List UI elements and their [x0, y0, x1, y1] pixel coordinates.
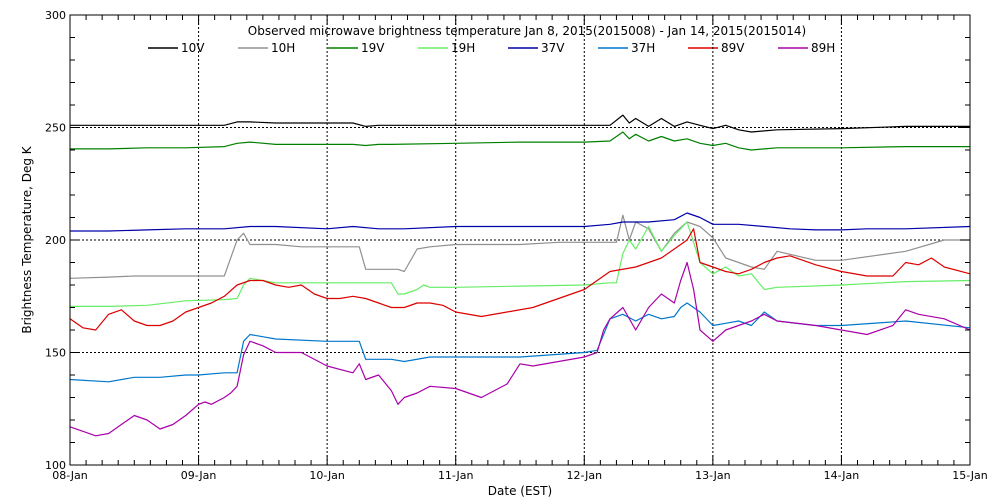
ticks: 100 150 200 250 300 08-Jan 09-Jan 10-Jan 11-Jan 1…: [45, 9, 988, 482]
y-tick-label: 100: [45, 459, 66, 472]
series-line-10H: [69, 214, 970, 279]
legend-label-10V: 10V: [181, 41, 205, 55]
x-tick-label: 14-Jan: [824, 469, 860, 482]
y-tick-label: 150: [45, 347, 66, 360]
series-line-89H: [69, 261, 971, 437]
series-line-37H: [69, 302, 971, 383]
x-tick-label: 10-Jan: [309, 469, 345, 482]
series-line-89V: [69, 228, 971, 331]
legend-label-89H: 89H: [811, 41, 835, 55]
x-tick-label: 08-Jan: [52, 469, 88, 482]
x-tick-label: 12-Jan: [567, 469, 603, 482]
series-layer: [69, 114, 971, 437]
series-line-19V: [70, 131, 970, 151]
legend-label-37V: 37V: [541, 41, 565, 55]
legend-label-10H: 10H: [271, 41, 295, 55]
legend-label-89V: 89V: [721, 41, 745, 55]
x-tick-label: 09-Jan: [181, 469, 217, 482]
x-tick-label: 13-Jan: [695, 469, 731, 482]
legend-label-19H: 19H: [451, 41, 475, 55]
legend: 10V 10H 19V 19H 37V 37H 89V 89H: [148, 41, 835, 55]
legend-label-19V: 19V: [361, 41, 385, 55]
y-tick-label: 200: [45, 234, 66, 247]
grid: [70, 15, 970, 465]
x-tick-label: 11-Jan: [438, 469, 474, 482]
x-tick-label: 15-Jan: [952, 469, 988, 482]
x-axis-label: Date (EST): [488, 484, 552, 498]
y-axis-label: Brightness Temperature, Deg K: [20, 145, 34, 333]
y-tick-label: 300: [45, 9, 66, 22]
legend-label-37H: 37H: [631, 41, 655, 55]
series-line-10V: [70, 114, 970, 133]
series-line-19H: [70, 221, 971, 307]
y-tick-label: 250: [45, 122, 66, 135]
series-line-37V: [70, 212, 971, 232]
chart-title: Observed microwave brightness temperatur…: [248, 24, 806, 38]
